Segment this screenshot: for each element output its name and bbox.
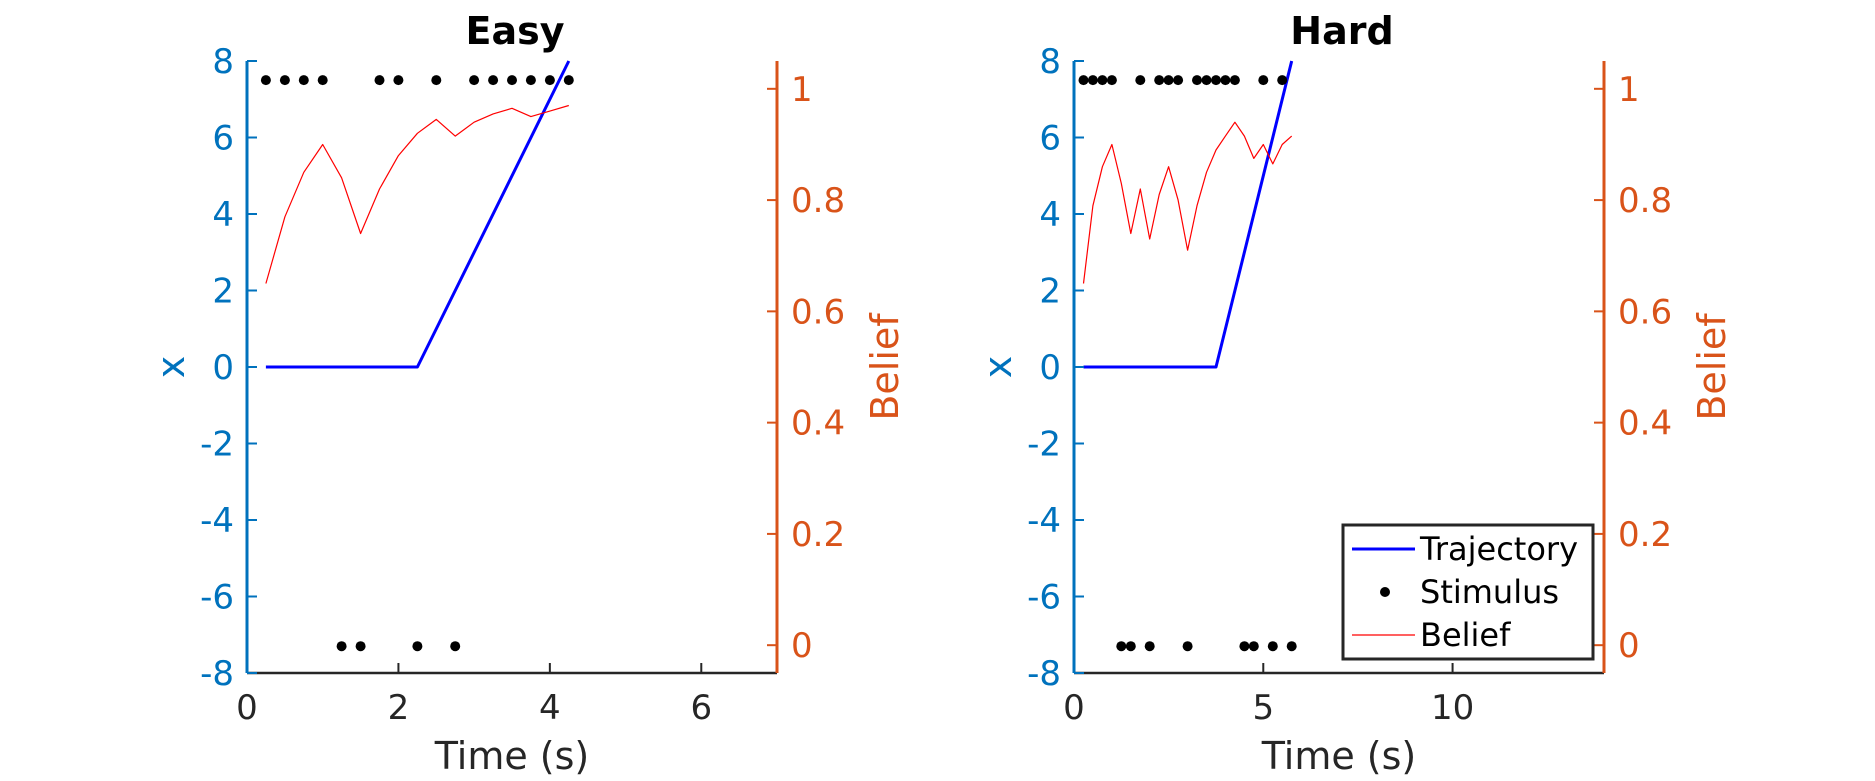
stimulus-point — [1229, 75, 1240, 86]
stimulus-point — [1277, 75, 1288, 86]
chart-title: Hard — [1290, 9, 1393, 53]
stimulus-point — [317, 75, 328, 86]
stimulus-point — [1106, 75, 1117, 86]
legend-swatch-stimulus — [1380, 587, 1390, 597]
y-left-tick-label: -6 — [200, 578, 234, 618]
stimulus-point — [1201, 75, 1212, 86]
y-right-tick-label: 1 — [1618, 70, 1640, 110]
legend-label-belief: Belief — [1420, 616, 1511, 654]
legend-label-trajectory: Trajectory — [1419, 530, 1578, 568]
y-right-tick-label: 0.2 — [791, 515, 845, 555]
stimulus-point — [279, 75, 290, 86]
stimulus-point — [1087, 75, 1098, 86]
y-left-tick-label: -8 — [1027, 654, 1061, 694]
y-right-tick-label: 0.6 — [1618, 292, 1672, 332]
stimulus-point — [1182, 641, 1193, 652]
stimulus-point — [374, 75, 385, 86]
stimulus-point — [1192, 75, 1202, 86]
y-left-tick-label: 8 — [1039, 42, 1061, 82]
x-tick-label: 5 — [1252, 688, 1274, 728]
y-right-tick-label: 0.8 — [1618, 181, 1672, 221]
stimulus-point — [355, 641, 366, 652]
y-axis-right-label: Belief — [863, 312, 907, 421]
x-tick-label: 6 — [690, 688, 712, 728]
y-left-tick-label: 8 — [212, 42, 234, 82]
y-right-tick-label: 0.2 — [1618, 515, 1672, 555]
y-left-tick-label: 0 — [212, 348, 234, 388]
stimulus-point — [1267, 641, 1278, 652]
stimulus-point — [1211, 75, 1221, 86]
y-left-tick-label: -4 — [1027, 501, 1061, 541]
y-left-tick-label: -6 — [1027, 578, 1061, 618]
x-tick-label: 4 — [539, 688, 561, 728]
stimulus-point — [507, 75, 517, 86]
stimulus-point — [1258, 75, 1269, 86]
stimulus-point — [1173, 75, 1184, 86]
stimulus-point — [1163, 75, 1174, 86]
y-right-tick-label: 0 — [791, 626, 813, 666]
stimulus-point — [1239, 641, 1250, 652]
series-line-trajectory — [265, 60, 571, 369]
stimulus-point — [1286, 641, 1297, 652]
stimulus-point — [431, 75, 442, 86]
x-axis-label: Time (s) — [1261, 734, 1417, 778]
y-right-tick-label: 1 — [791, 70, 813, 110]
y-left-tick-label: 6 — [1039, 119, 1061, 159]
series-line-trajectory — [1083, 60, 1294, 369]
y-axis-left-label: x — [149, 356, 193, 379]
y-right-tick-label: 0.6 — [791, 292, 845, 332]
x-axis-label: Time (s) — [434, 734, 590, 778]
y-axis-left-label: x — [976, 356, 1020, 379]
y-left-tick-label: 0 — [1039, 348, 1061, 388]
stimulus-point — [563, 75, 574, 86]
stimulus-point — [488, 75, 499, 86]
y-right-tick-label: 0.4 — [1618, 404, 1672, 444]
y-left-tick-label: -2 — [1027, 425, 1061, 465]
stimulus-point — [393, 75, 404, 86]
y-left-tick-label: 2 — [212, 272, 234, 312]
stimulus-point — [525, 75, 536, 86]
x-tick-label: 0 — [236, 688, 258, 728]
legend-label-stimulus: Stimulus — [1420, 573, 1559, 611]
y-left-tick-label: 6 — [212, 119, 234, 159]
y-left-tick-label: 4 — [212, 195, 234, 235]
stimulus-point — [1125, 641, 1136, 652]
x-tick-label: 10 — [1431, 688, 1474, 728]
y-axis-right-label: Belief — [1690, 312, 1734, 421]
y-left-tick-label: -2 — [200, 425, 234, 465]
y-left-tick-label: -8 — [200, 654, 234, 694]
stimulus-point — [1220, 75, 1231, 86]
stimulus-point — [1248, 641, 1259, 652]
stimulus-point — [336, 641, 347, 652]
stimulus-point — [1097, 75, 1108, 86]
y-right-tick-label: 0.4 — [791, 404, 845, 444]
y-left-tick-label: -4 — [200, 501, 234, 541]
stimulus-point — [412, 641, 423, 652]
stimulus-point — [1144, 641, 1155, 652]
stimulus-point — [544, 75, 555, 86]
stimulus-point — [1154, 75, 1165, 86]
y-right-tick-label: 0.8 — [791, 181, 845, 221]
stimulus-point — [260, 75, 271, 86]
x-tick-label: 0 — [1063, 688, 1085, 728]
y-left-tick-label: 4 — [1039, 195, 1061, 235]
y-right-tick-label: 0 — [1618, 626, 1640, 666]
stimulus-point — [469, 75, 480, 86]
series-line-belief — [265, 104, 569, 284]
stimulus-point — [1116, 641, 1127, 652]
stimulus-point — [1078, 75, 1089, 86]
stimulus-point — [450, 641, 461, 652]
stimulus-point — [298, 75, 309, 86]
x-tick-label: 2 — [388, 688, 410, 728]
y-left-tick-label: 2 — [1039, 272, 1061, 312]
chart-title: Easy — [466, 9, 565, 53]
stimulus-point — [1135, 75, 1146, 86]
series-line-belief — [1082, 121, 1293, 284]
